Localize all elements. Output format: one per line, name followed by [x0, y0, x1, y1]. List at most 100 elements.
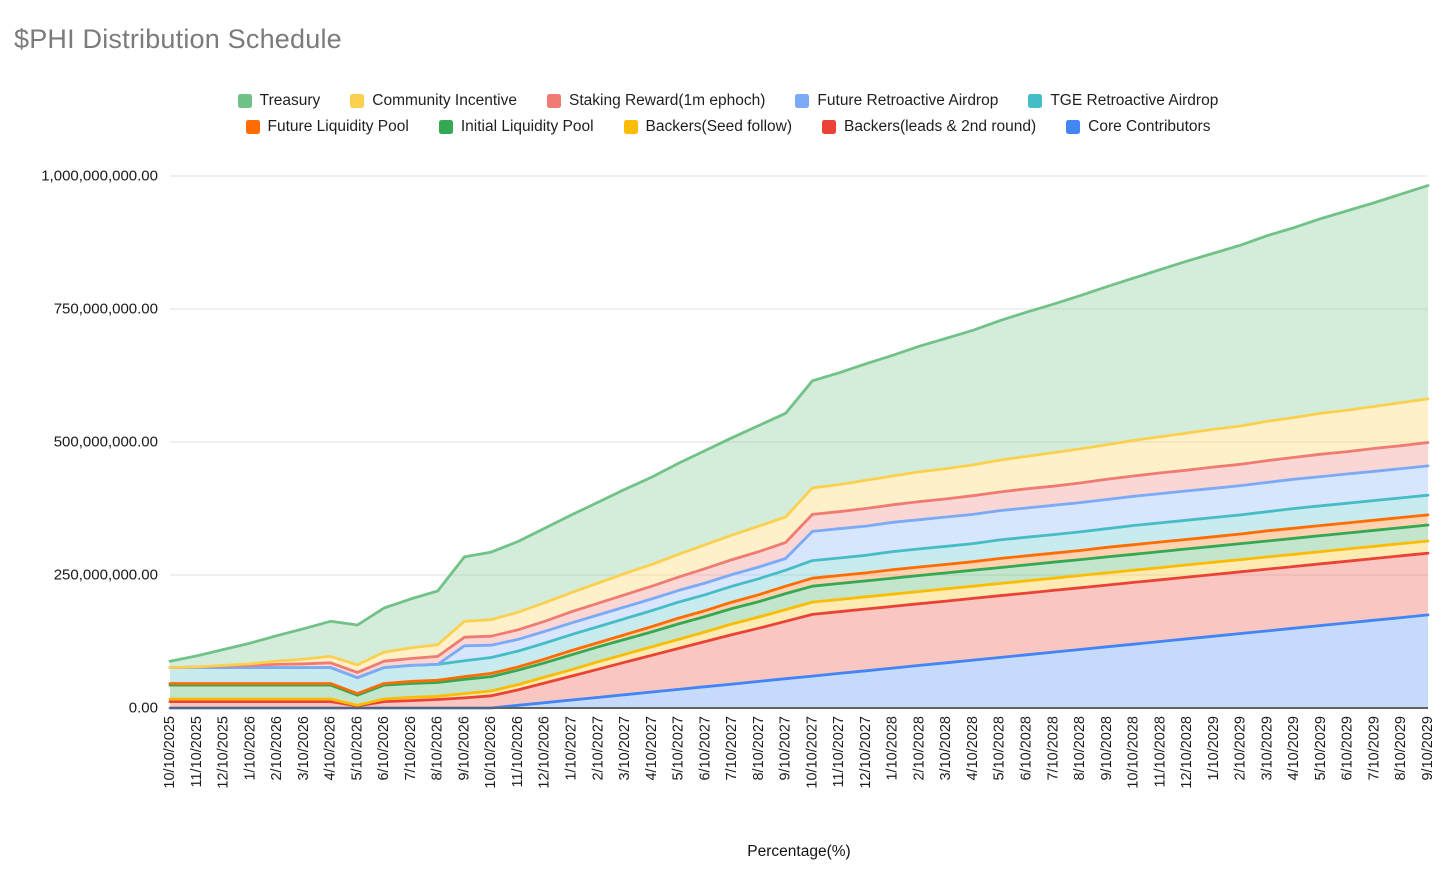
- x-tick-label: 4/10/2029: [1286, 716, 1302, 781]
- legend-swatch: [546, 94, 561, 108]
- series-line[interactable]: [168, 464, 1430, 680]
- legend-swatch: [623, 120, 638, 134]
- series-line[interactable]: [168, 184, 1430, 663]
- y-tick-label: 250,000,000.00: [54, 567, 158, 584]
- legend-item: Staking Reward(1m ephoch): [546, 92, 766, 110]
- area-band[interactable]: [170, 495, 1428, 694]
- x-tick-label: 11/10/2025: [189, 716, 205, 788]
- legend-label: Staking Reward(1m ephoch): [568, 92, 766, 109]
- x-tick-label: 3/10/2026: [296, 716, 312, 781]
- x-tick-label: 5/10/2027: [671, 716, 687, 781]
- x-tick-label: 6/10/2026: [376, 716, 392, 781]
- legend-label: Future Retroactive Airdrop: [817, 92, 999, 109]
- x-tick-label: 8/10/2028: [1072, 716, 1088, 781]
- area-band[interactable]: [170, 514, 1428, 696]
- area-band[interactable]: [170, 442, 1428, 678]
- x-tick-label: 1/10/2029: [1206, 716, 1222, 781]
- legend-label: Core Contributors: [1088, 118, 1211, 135]
- area-band[interactable]: [170, 185, 1428, 668]
- x-tick-label: 6/10/2028: [1019, 716, 1035, 781]
- area-band[interactable]: [170, 614, 1428, 708]
- x-tick-label: 5/10/2026: [349, 716, 365, 781]
- area-band[interactable]: [170, 465, 1428, 678]
- x-tick-label: 4/10/2026: [323, 716, 339, 781]
- series-line[interactable]: [168, 513, 1430, 695]
- y-tick-label: 750,000,000.00: [54, 301, 158, 318]
- x-tick-label: 9/10/2029: [1420, 716, 1436, 781]
- x-tick-label: 7/10/2028: [1045, 716, 1061, 781]
- legend-swatch: [237, 94, 252, 108]
- legend-swatch: [822, 120, 836, 134]
- x-tick-label: 11/10/2026: [510, 716, 526, 788]
- legend-item: Core Contributors: [1066, 118, 1210, 136]
- series-line[interactable]: [168, 441, 1430, 674]
- legend-swatch: [350, 94, 365, 108]
- x-tick-label: 11/10/2028: [1152, 716, 1168, 788]
- series-line[interactable]: [168, 397, 1430, 669]
- legend-item: Backers(Seed follow): [623, 118, 792, 136]
- legend-item: Initial Liquidity Pool: [438, 118, 594, 136]
- legend-item: TGE Retroactive Airdrop: [1028, 92, 1218, 110]
- x-tick-label: 12/10/2028: [1179, 716, 1195, 789]
- x-tick-label: 7/10/2026: [403, 716, 419, 781]
- series-line[interactable]: [168, 523, 1430, 697]
- legend-swatch: [795, 94, 810, 108]
- x-tick-label: 2/10/2028: [911, 716, 927, 781]
- legend-row: Treasury Community Incentive Staking Rewar…: [0, 88, 1456, 114]
- x-tick-label: 9/10/2027: [778, 716, 794, 781]
- x-tick-label: 7/10/2029: [1367, 716, 1383, 781]
- legend-swatch: [1066, 120, 1081, 134]
- x-tick-label: 10/10/2027: [804, 716, 820, 789]
- x-tick-label: 10/10/2026: [483, 716, 499, 789]
- legend-swatch: [1028, 94, 1043, 108]
- legend-item: Treasury: [237, 92, 321, 110]
- legend-item: Future Liquidity Pool: [245, 118, 409, 136]
- x-tick-label: 6/10/2027: [697, 716, 713, 781]
- legend-row: Future Liquidity Pool Initial Liquidity P…: [0, 114, 1456, 140]
- x-tick-label: 4/10/2027: [644, 716, 660, 781]
- chart-legend: Treasury Community Incentive Staking Rewar…: [0, 88, 1456, 140]
- x-tick-label: 6/10/2029: [1340, 716, 1356, 781]
- x-tick-label: 3/10/2028: [938, 716, 954, 781]
- x-tick-label: 7/10/2027: [724, 716, 740, 781]
- x-tick-label: 4/10/2028: [965, 716, 981, 781]
- x-tick-label: 5/10/2028: [992, 716, 1008, 781]
- x-tick-label: 1/10/2027: [564, 716, 580, 781]
- x-tick-label: 1/10/2026: [242, 716, 258, 781]
- legend-item: Community Incentive: [350, 92, 517, 110]
- legend-label: Initial Liquidity Pool: [460, 118, 594, 135]
- series-line[interactable]: [168, 539, 1430, 707]
- x-tick-label: 2/10/2027: [590, 716, 606, 781]
- x-tick-label: 10/10/2025: [162, 716, 178, 789]
- x-tick-label: 9/10/2028: [1099, 716, 1115, 781]
- legend-swatch: [245, 120, 260, 134]
- x-tick-label: 8/10/2029: [1393, 716, 1409, 781]
- y-tick-label: 500,000,000.00: [54, 434, 158, 451]
- series-line[interactable]: [168, 551, 1430, 708]
- legend-label: Backers(leads & 2nd round): [844, 118, 1037, 135]
- x-tick-label: 8/10/2027: [751, 716, 767, 781]
- x-tick-label: 1/10/2028: [885, 716, 901, 781]
- area-band[interactable]: [170, 525, 1428, 706]
- chart-title: $PHI Distribution Schedule: [14, 24, 342, 54]
- area-band[interactable]: [170, 541, 1428, 706]
- area-band[interactable]: [170, 553, 1428, 708]
- x-axis-title: Percentage(%): [747, 843, 851, 860]
- x-tick-label: 12/10/2025: [216, 716, 232, 789]
- legend-label: Community Incentive: [372, 92, 517, 109]
- y-tick-label: 1,000,000,000.00: [41, 168, 158, 185]
- legend-label: Backers(Seed follow): [645, 118, 792, 135]
- legend-item: Future Retroactive Airdrop: [795, 92, 998, 110]
- x-tick-label: 3/10/2027: [617, 716, 633, 781]
- x-tick-label: 9/10/2026: [456, 716, 472, 781]
- legend-label: TGE Retroactive Airdrop: [1050, 92, 1219, 109]
- y-tick-label: 0.00: [129, 700, 158, 717]
- legend-label: Future Liquidity Pool: [267, 118, 409, 135]
- area-band[interactable]: [170, 398, 1428, 673]
- legend-item: Backers(leads & 2nd round): [822, 118, 1036, 136]
- x-tick-label: 12/10/2026: [537, 716, 553, 789]
- legend-label: Treasury: [259, 92, 321, 109]
